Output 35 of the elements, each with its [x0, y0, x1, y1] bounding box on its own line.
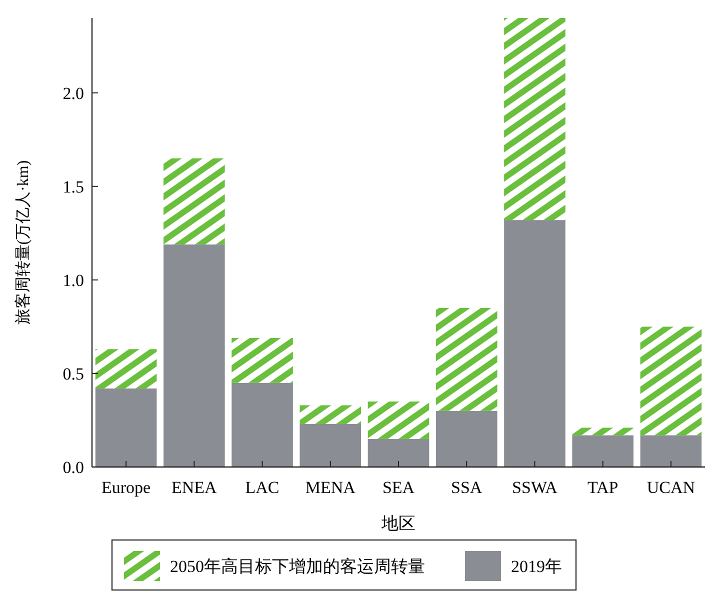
bar — [300, 424, 362, 467]
bar — [640, 435, 702, 467]
legend-label: 2019年 — [511, 557, 562, 576]
x-tick-label: MENA — [305, 478, 356, 497]
y-tick-label: 2.0 — [62, 84, 84, 103]
bar — [368, 402, 430, 439]
y-tick-label: 0.0 — [62, 458, 84, 477]
x-tick-label: Europe — [102, 478, 151, 497]
bar — [95, 388, 157, 467]
y-axis-title: 旅客周转量(万亿人·km) — [14, 160, 32, 325]
bar — [300, 405, 362, 424]
x-axis-title: 地区 — [380, 514, 416, 533]
bar — [368, 438, 430, 467]
bar — [504, 220, 566, 467]
bar — [640, 326, 702, 436]
y-tick-label: 1.0 — [62, 270, 84, 290]
x-tick-label: SSWA — [512, 478, 558, 497]
x-tick-label: ENEA — [172, 478, 218, 497]
bar — [504, 18, 566, 220]
bar — [572, 435, 634, 467]
x-tick-label: SEA — [382, 478, 416, 497]
bar — [95, 349, 157, 388]
bar — [232, 382, 293, 467]
y-tick-label: 1.5 — [62, 177, 84, 196]
x-tick-label: UCAN — [646, 478, 696, 497]
bar — [436, 308, 498, 411]
x-tick-label: LAC — [245, 478, 280, 497]
y-tick-label: 0.5 — [62, 364, 84, 384]
bar — [232, 338, 293, 383]
legend-label: 2050年高目标下增加的客运周转量 — [170, 557, 425, 576]
bar — [164, 244, 225, 467]
x-tick-label: SSA — [451, 478, 483, 497]
bar — [164, 158, 225, 244]
x-tick-label: TAP — [587, 478, 618, 497]
bar — [436, 410, 498, 467]
